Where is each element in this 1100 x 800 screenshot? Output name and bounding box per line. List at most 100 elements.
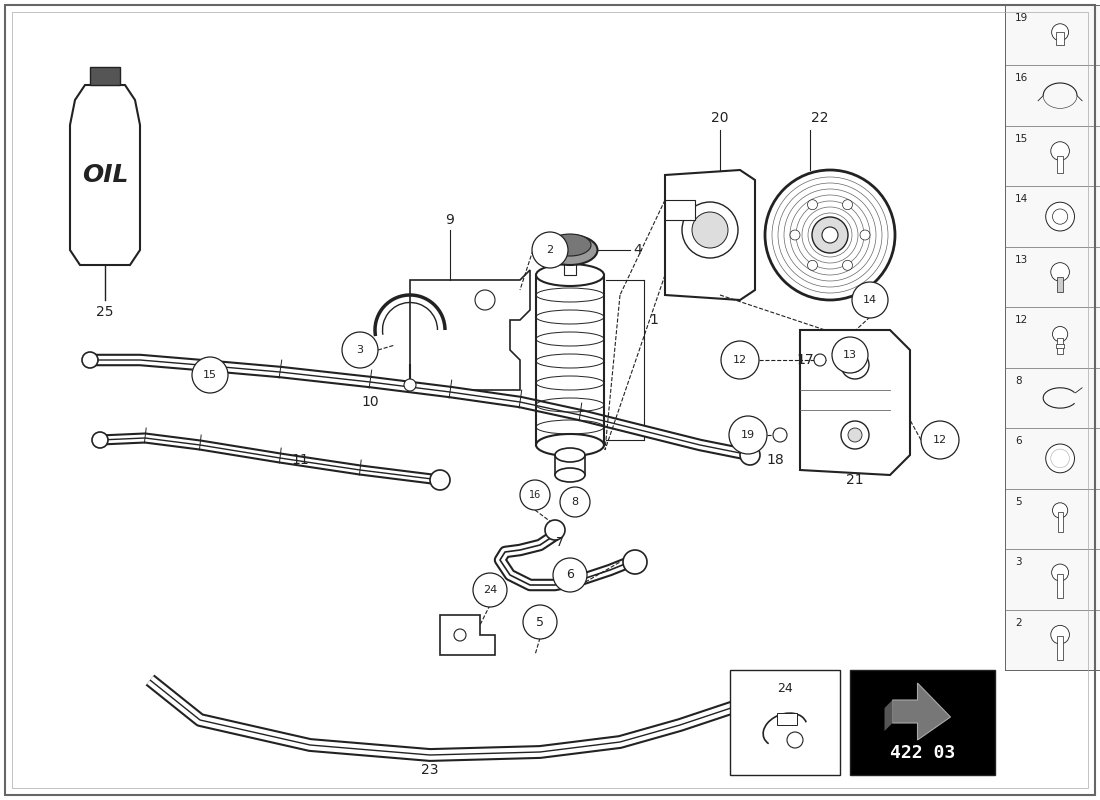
- Circle shape: [860, 230, 870, 240]
- Ellipse shape: [536, 434, 604, 456]
- Bar: [536, 275, 604, 445]
- Circle shape: [520, 480, 550, 510]
- Circle shape: [832, 337, 868, 373]
- Text: 22: 22: [812, 111, 828, 125]
- Circle shape: [692, 212, 728, 248]
- FancyBboxPatch shape: [730, 670, 840, 775]
- Text: 19: 19: [741, 430, 755, 440]
- Text: 12: 12: [1015, 315, 1028, 326]
- Circle shape: [473, 573, 507, 607]
- Bar: [1057, 338, 1063, 354]
- FancyBboxPatch shape: [1005, 5, 1100, 670]
- Text: 2: 2: [1015, 618, 1022, 627]
- Circle shape: [92, 432, 108, 448]
- Text: 13: 13: [843, 350, 857, 360]
- Text: 9: 9: [446, 213, 454, 227]
- Text: 19: 19: [1015, 13, 1028, 23]
- Ellipse shape: [764, 170, 895, 300]
- Circle shape: [342, 332, 378, 368]
- Circle shape: [842, 421, 869, 449]
- Circle shape: [454, 629, 466, 641]
- Text: 4: 4: [634, 243, 642, 257]
- Text: 6: 6: [566, 569, 574, 582]
- Bar: [1057, 636, 1064, 660]
- Circle shape: [921, 421, 959, 459]
- Circle shape: [786, 732, 803, 748]
- Text: 5: 5: [536, 615, 544, 629]
- Circle shape: [1050, 449, 1069, 468]
- Bar: [1057, 512, 1063, 533]
- Circle shape: [682, 202, 738, 258]
- Circle shape: [1046, 202, 1075, 231]
- Circle shape: [522, 605, 557, 639]
- Text: 15: 15: [1015, 134, 1028, 144]
- Circle shape: [812, 217, 848, 253]
- Circle shape: [843, 200, 852, 210]
- Text: 16: 16: [1015, 74, 1028, 83]
- Text: 12: 12: [933, 435, 947, 445]
- Circle shape: [553, 558, 587, 592]
- Ellipse shape: [536, 264, 604, 286]
- Text: 10: 10: [361, 395, 378, 409]
- Ellipse shape: [556, 448, 585, 462]
- Bar: [1057, 156, 1064, 173]
- Text: 3: 3: [356, 345, 363, 355]
- Text: 16: 16: [529, 490, 541, 500]
- Polygon shape: [800, 330, 910, 475]
- Circle shape: [1053, 326, 1068, 342]
- Text: 5: 5: [1015, 497, 1022, 506]
- Circle shape: [848, 428, 862, 442]
- Circle shape: [430, 470, 450, 490]
- Bar: [1056, 32, 1065, 46]
- Circle shape: [82, 352, 98, 368]
- Text: 2: 2: [547, 245, 553, 255]
- Text: OIL: OIL: [81, 163, 129, 187]
- Circle shape: [740, 445, 760, 465]
- Circle shape: [814, 354, 826, 366]
- Polygon shape: [70, 85, 140, 265]
- Polygon shape: [440, 615, 495, 655]
- Circle shape: [1053, 502, 1068, 518]
- Circle shape: [842, 351, 869, 379]
- Circle shape: [729, 416, 767, 454]
- Text: 422 03: 422 03: [890, 744, 955, 762]
- Circle shape: [404, 379, 416, 391]
- Circle shape: [192, 357, 228, 393]
- Text: 25: 25: [97, 305, 113, 319]
- Text: 21: 21: [846, 473, 864, 487]
- Circle shape: [822, 227, 838, 243]
- Text: 15: 15: [204, 370, 217, 380]
- Ellipse shape: [549, 234, 591, 256]
- Polygon shape: [892, 683, 950, 740]
- Text: 17: 17: [796, 353, 814, 367]
- Polygon shape: [666, 170, 755, 300]
- Circle shape: [544, 520, 565, 540]
- Text: 23: 23: [421, 763, 439, 777]
- Text: 1: 1: [650, 313, 659, 327]
- Text: 3: 3: [1015, 557, 1022, 567]
- Text: 13: 13: [1015, 255, 1028, 265]
- Circle shape: [1052, 24, 1068, 41]
- Text: 6: 6: [1015, 436, 1022, 446]
- Text: 8: 8: [1015, 376, 1022, 386]
- Text: 14: 14: [862, 295, 877, 305]
- Text: 20: 20: [712, 111, 728, 125]
- Polygon shape: [410, 270, 530, 390]
- Circle shape: [560, 487, 590, 517]
- Bar: [90, 67, 120, 85]
- Circle shape: [852, 282, 888, 318]
- Circle shape: [720, 341, 759, 379]
- Text: 12: 12: [733, 355, 747, 365]
- Bar: [777, 713, 797, 725]
- Text: 14: 14: [1015, 194, 1028, 204]
- Bar: [666, 200, 695, 220]
- Circle shape: [1050, 262, 1069, 282]
- Circle shape: [1052, 564, 1068, 581]
- Circle shape: [807, 200, 817, 210]
- Circle shape: [1053, 209, 1068, 224]
- Circle shape: [532, 232, 568, 268]
- Bar: [1057, 574, 1063, 598]
- Text: 11: 11: [292, 453, 309, 467]
- Bar: [1056, 344, 1065, 348]
- Circle shape: [1046, 444, 1075, 473]
